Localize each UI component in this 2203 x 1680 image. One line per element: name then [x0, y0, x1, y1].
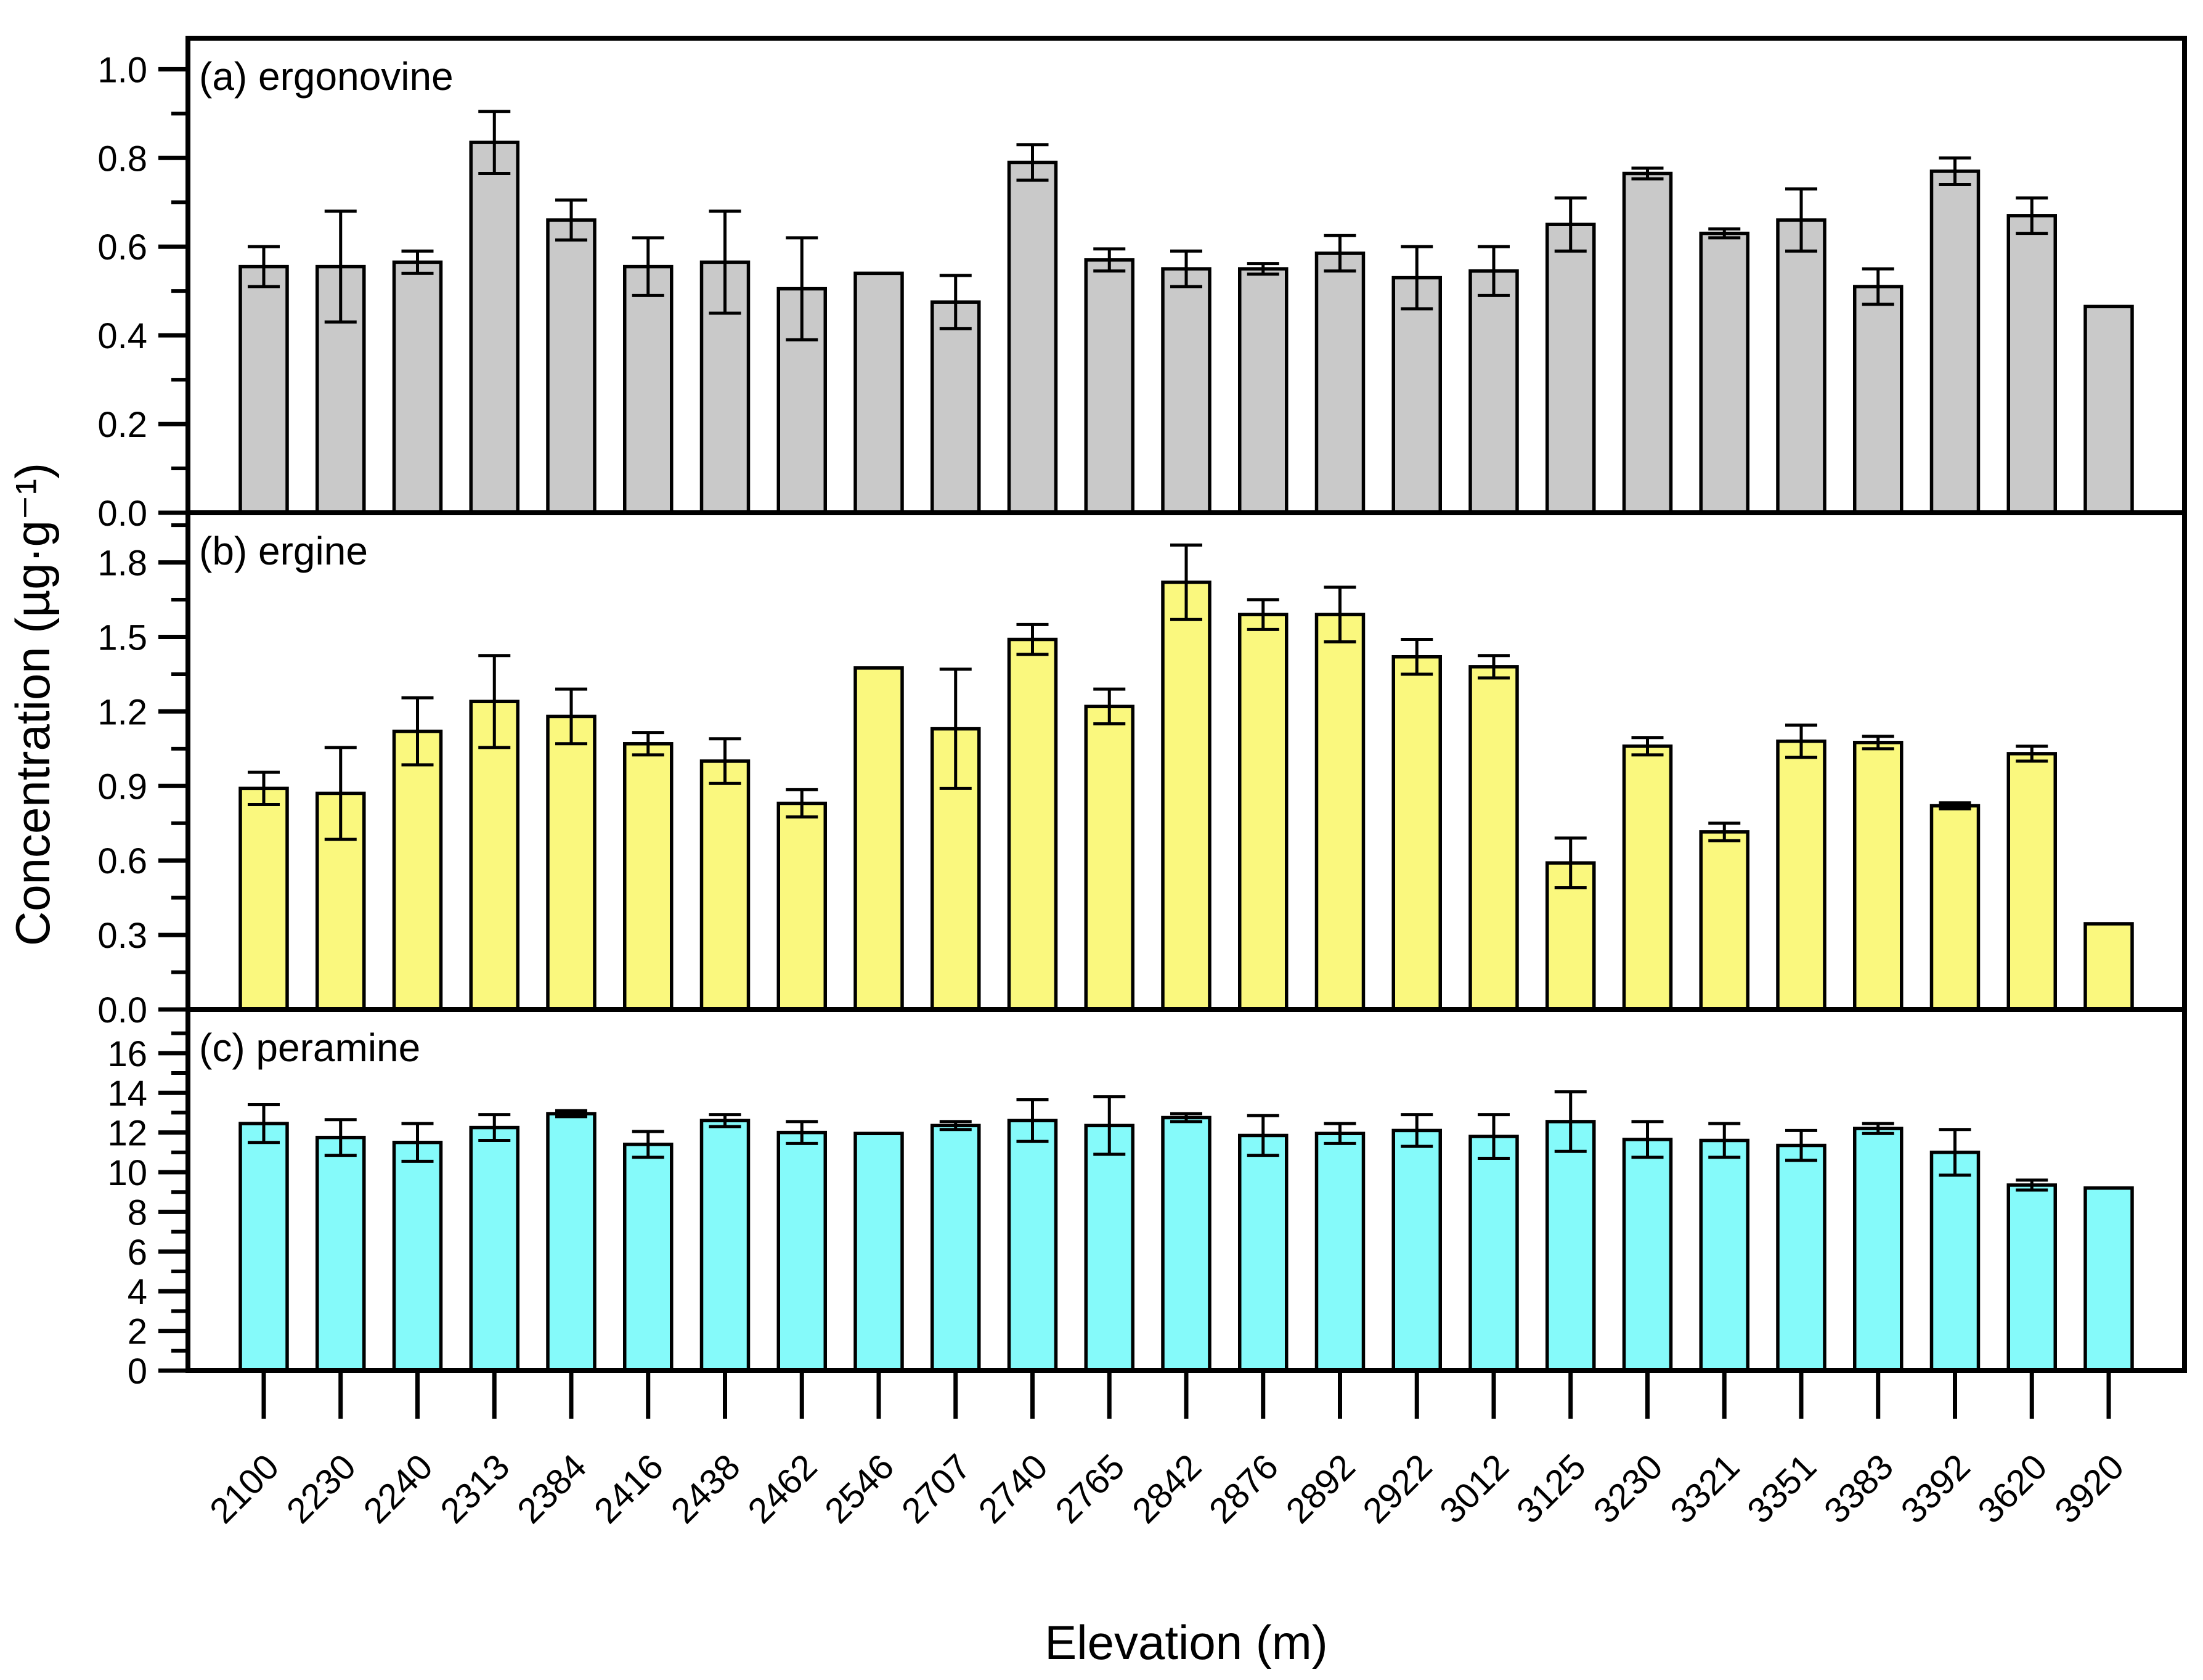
bar-b-3351 — [1776, 740, 1826, 1011]
panel-label-b: (b) ergine — [199, 529, 368, 573]
y-tick-label-c-10: 10 — [107, 1153, 147, 1193]
bar-c-2240 — [392, 1140, 443, 1372]
bar-a-3620 — [2006, 214, 2057, 515]
bar-c-2740 — [1007, 1119, 1058, 1372]
bar-c-2416 — [623, 1143, 674, 1372]
y-tick-label-c-0: 0 — [128, 1352, 147, 1392]
bar-b-2438 — [699, 759, 751, 1011]
y-tick-label-c-4: 4 — [128, 1272, 147, 1312]
y-tick-label-c-6: 6 — [128, 1233, 147, 1273]
bar-c-2462 — [776, 1130, 827, 1372]
bar-b-3383 — [1853, 741, 1904, 1011]
y-tick-label-c-2: 2 — [128, 1312, 147, 1352]
y-tick-label-a-0.0: 0.0 — [97, 494, 147, 534]
bar-a-2313 — [469, 141, 519, 515]
bar-a-2707 — [930, 300, 981, 515]
bar-c-2384 — [546, 1112, 597, 1372]
bar-b-3392 — [1929, 804, 1981, 1011]
y-tick-label-c-16: 16 — [107, 1034, 147, 1074]
bar-a-3920 — [2083, 304, 2134, 515]
bar-a-3321 — [1699, 231, 1749, 515]
bar-a-2842 — [1161, 267, 1211, 515]
bar-b-3230 — [1622, 744, 1673, 1011]
bar-a-3012 — [1468, 269, 1519, 515]
bar-b-3620 — [2006, 752, 2057, 1011]
bar-a-3383 — [1853, 285, 1904, 515]
bar-c-2922 — [1391, 1128, 1442, 1372]
bar-a-2740 — [1007, 160, 1058, 515]
y-tick-label-b-0.0: 0.0 — [97, 990, 147, 1030]
y-axis-title: Concentration (µg·g⁻¹) — [6, 463, 60, 946]
bar-a-2384 — [546, 218, 597, 515]
bar-c-2765 — [1084, 1123, 1134, 1372]
bar-c-3230 — [1622, 1138, 1673, 1372]
bar-a-3351 — [1776, 218, 1826, 515]
y-tick-label-b-1.8: 1.8 — [97, 544, 147, 584]
bar-b-2384 — [546, 714, 597, 1011]
bar-b-3321 — [1699, 830, 1749, 1011]
bar-c-2892 — [1314, 1132, 1366, 1372]
bar-c-2100 — [238, 1122, 289, 1372]
bar-c-2876 — [1238, 1133, 1289, 1372]
bar-b-2842 — [1161, 581, 1211, 1011]
bar-c-3392 — [1929, 1151, 1981, 1372]
bar-b-2462 — [776, 801, 827, 1011]
bar-b-2100 — [238, 786, 289, 1011]
bar-a-2546 — [853, 271, 904, 515]
bar-b-2922 — [1391, 654, 1442, 1011]
bar-c-3012 — [1468, 1135, 1519, 1372]
bar-c-3620 — [2006, 1183, 2057, 1372]
panel-label-a: (a) ergonovine — [199, 54, 454, 99]
bar-c-3125 — [1545, 1120, 1596, 1372]
bar-b-2740 — [1007, 637, 1058, 1011]
bar-c-2230 — [316, 1135, 366, 1372]
y-tick-label-a-1.0: 1.0 — [97, 50, 147, 90]
y-tick-label-c-12: 12 — [107, 1114, 147, 1154]
bar-a-2416 — [623, 264, 674, 515]
y-tick-label-a-0.4: 0.4 — [97, 316, 147, 356]
bar-b-2546 — [853, 666, 904, 1011]
bar-a-3125 — [1545, 222, 1596, 515]
y-tick-label-b-0.6: 0.6 — [97, 841, 147, 881]
bar-a-2876 — [1238, 267, 1289, 515]
bar-a-2765 — [1084, 258, 1134, 515]
bar-a-2922 — [1391, 275, 1442, 515]
bar-b-2876 — [1238, 613, 1289, 1011]
bar-c-2438 — [699, 1119, 751, 1372]
y-tick-label-b-1.5: 1.5 — [97, 618, 147, 658]
bar-c-3920 — [2083, 1186, 2134, 1372]
bar-a-3230 — [1622, 171, 1673, 515]
bar-b-2765 — [1084, 704, 1134, 1011]
x-axis-title: Elevation (m) — [1044, 1615, 1327, 1670]
y-tick-label-b-0.3: 0.3 — [97, 916, 147, 956]
bar-a-2240 — [392, 260, 443, 515]
bar-c-2842 — [1161, 1115, 1211, 1372]
y-tick-label-b-0.9: 0.9 — [97, 767, 147, 807]
bar-c-2707 — [930, 1123, 981, 1372]
panel-label-c: (c) peramine — [199, 1026, 420, 1070]
bar-c-2313 — [469, 1125, 519, 1372]
bar-b-3920 — [2083, 922, 2134, 1011]
bar-b-2416 — [623, 742, 674, 1011]
bar-b-2892 — [1314, 613, 1366, 1011]
y-tick-label-c-14: 14 — [107, 1074, 147, 1114]
bar-a-2100 — [238, 264, 289, 515]
y-tick-label-a-0.2: 0.2 — [97, 405, 147, 445]
bar-c-3321 — [1699, 1138, 1749, 1372]
bar-a-2892 — [1314, 251, 1366, 515]
bar-c-3383 — [1853, 1127, 1904, 1372]
bar-b-2240 — [392, 729, 443, 1011]
bar-c-2546 — [853, 1132, 904, 1372]
y-tick-label-a-0.6: 0.6 — [97, 227, 147, 267]
bar-b-3012 — [1468, 665, 1519, 1011]
y-tick-label-b-1.2: 1.2 — [97, 692, 147, 732]
bar-a-3392 — [1929, 169, 1981, 515]
y-tick-label-a-0.8: 0.8 — [97, 139, 147, 179]
y-tick-label-c-8: 8 — [128, 1193, 147, 1233]
bar-c-3351 — [1776, 1143, 1826, 1372]
